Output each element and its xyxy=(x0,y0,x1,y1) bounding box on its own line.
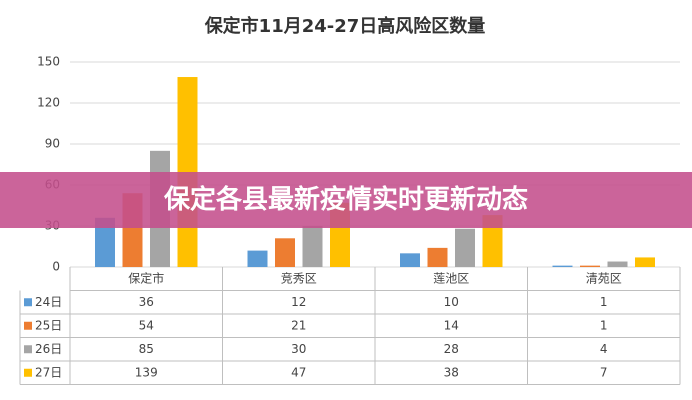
table-value: 1 xyxy=(600,295,608,309)
x-tick-label: 保定市 xyxy=(128,270,164,285)
table-value: 38 xyxy=(444,365,459,379)
legend-swatch xyxy=(24,321,32,330)
legend-label: 24日 xyxy=(35,295,62,309)
x-tick-label: 清苑区 xyxy=(586,271,622,285)
bar xyxy=(607,261,628,267)
legend-label: 26日 xyxy=(35,342,62,356)
bar xyxy=(552,265,573,267)
x-tick-label: 竞秀区 xyxy=(281,271,317,285)
table-value: 36 xyxy=(139,295,154,309)
table-value: 12 xyxy=(291,295,306,309)
bar xyxy=(302,226,323,267)
bar xyxy=(95,217,115,267)
x-tick-label: 莲池区 xyxy=(433,271,469,285)
y-tick-label: 150 xyxy=(37,55,60,69)
legend-label: 25日 xyxy=(35,318,62,332)
table-value: 7 xyxy=(600,365,608,379)
table-value: 54 xyxy=(139,318,154,332)
table-value: 4 xyxy=(600,342,608,356)
bar xyxy=(427,247,448,267)
table-value: 10 xyxy=(444,295,459,309)
table-value: 30 xyxy=(291,342,306,356)
table-value: 47 xyxy=(291,365,306,379)
table-value: 139 xyxy=(135,365,158,379)
legend-label: 27日 xyxy=(35,365,62,379)
legend-swatch xyxy=(24,298,32,307)
table-value: 85 xyxy=(139,342,154,356)
legend-swatch xyxy=(24,368,32,377)
bar xyxy=(247,250,268,267)
chart-title: 保定市11月24-27日高风险区数量 xyxy=(204,15,486,37)
table-value: 14 xyxy=(444,318,459,332)
table-value: 21 xyxy=(291,318,306,332)
bar xyxy=(400,253,420,267)
bar xyxy=(275,238,295,267)
bar xyxy=(455,228,475,267)
table-value: 28 xyxy=(444,342,459,356)
table-value: 1 xyxy=(600,318,608,332)
bar xyxy=(635,257,655,267)
y-tick-label: 90 xyxy=(45,137,60,151)
legend-swatch xyxy=(24,345,32,354)
y-tick-label: 120 xyxy=(37,96,60,110)
banner: 保定各县最新疫情实时更新动态 xyxy=(0,172,692,228)
bar xyxy=(580,265,600,267)
y-tick-label: 0 xyxy=(52,260,60,274)
bar xyxy=(482,215,503,267)
